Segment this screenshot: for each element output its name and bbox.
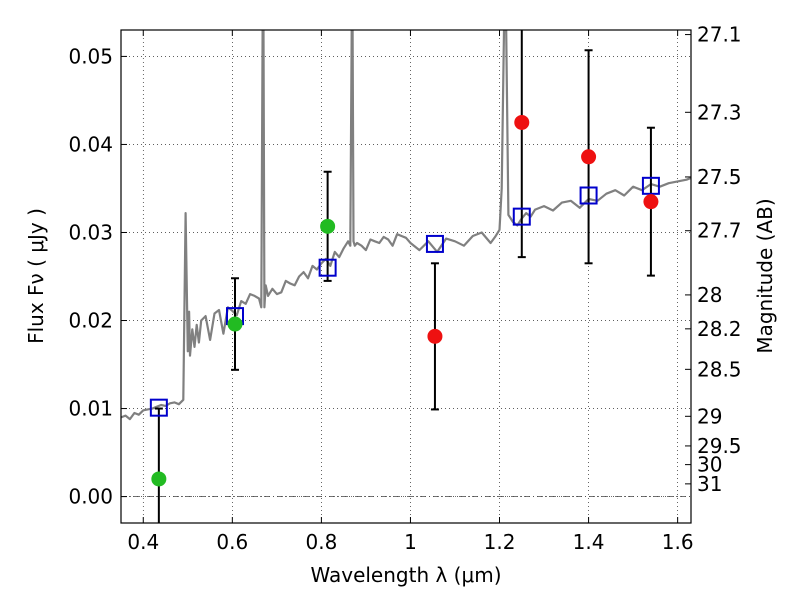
red-data-point [643, 194, 659, 210]
green-data-point [227, 316, 243, 332]
mag-tick-label: 27.1 [697, 23, 742, 47]
mag-tick-label: 29 [697, 404, 722, 428]
x-axis: 0.4 0.6 0.8 1 1.2 1.4 1.6 [127, 30, 694, 554]
x-tick-label: 0.4 [127, 530, 159, 554]
mag-tick-label: 27.3 [697, 100, 742, 124]
mag-tick-label: 27.5 [697, 165, 742, 189]
x-tick-label: 0.6 [216, 530, 248, 554]
model-band-square [149, 398, 168, 417]
y-axis: 0.00 0.01 0.02 0.03 0.04 0.05 [68, 44, 127, 509]
spectrum-line [121, 30, 691, 421]
x-tick-label: 0.8 [305, 530, 337, 554]
y-axis-label: Flux Fν ( μJy ) [24, 208, 48, 344]
x-tick-label: 1.6 [662, 530, 694, 554]
model-band-square [641, 176, 660, 195]
mag-tick-label: 31 [697, 472, 722, 496]
magnitude-axis-label: Magnitude (AB) [753, 198, 777, 353]
x-tick-label: 1 [404, 530, 417, 554]
plot-area [121, 30, 691, 523]
mag-tick-label: 30 [697, 453, 722, 477]
y-tick-label: 0.00 [68, 485, 113, 509]
grid-lines [121, 30, 691, 523]
y-tick-label: 0.03 [68, 220, 113, 244]
y-tick-label: 0.02 [68, 309, 113, 333]
model-band-square [425, 234, 444, 253]
y-tick-label: 0.04 [68, 132, 113, 156]
red-data-point [581, 149, 597, 165]
x-tick-label: 1.2 [484, 530, 516, 554]
mag-tick-label: 29.5 [697, 434, 742, 458]
green-data-point [320, 218, 336, 234]
mag-tick-label: 28 [697, 283, 722, 307]
y-tick-label: 0.05 [68, 44, 113, 68]
green-data-point [151, 471, 167, 487]
model-band-square [318, 258, 337, 277]
red-data-point [514, 114, 530, 130]
model-band-square [579, 186, 598, 205]
mag-tick-label: 28.2 [697, 317, 742, 341]
mag-tick-label: 28.5 [697, 357, 742, 381]
plot-frame [120, 29, 692, 524]
model-band-square [512, 207, 531, 226]
y-tick-label: 0.01 [68, 397, 113, 421]
x-axis-label: Wavelength λ (μm) [310, 563, 501, 587]
mag-tick-label: 27.7 [697, 219, 742, 243]
red-data-point [427, 328, 443, 344]
x-tick-label: 1.4 [573, 530, 605, 554]
